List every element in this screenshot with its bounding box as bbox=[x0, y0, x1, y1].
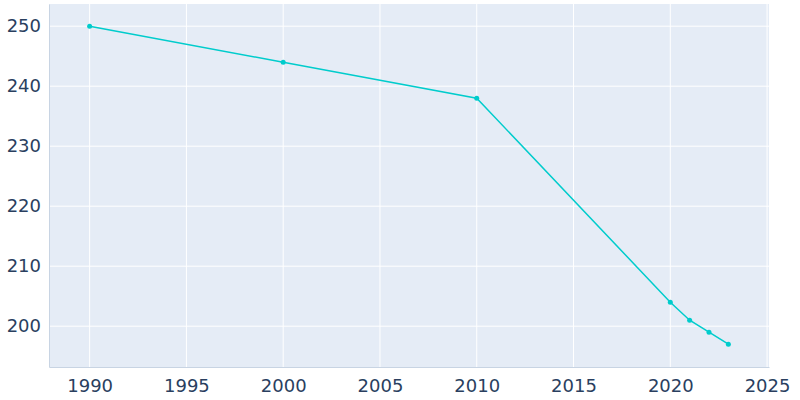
x-axis-tick: 1990 bbox=[67, 367, 113, 396]
grid-line-x bbox=[573, 4, 574, 367]
x-axis: 1990 1995 2000 2005 2010 2015 2020 2025 bbox=[50, 367, 791, 396]
point bbox=[687, 318, 692, 323]
y-axis-tick: 200 bbox=[7, 315, 49, 336]
x-axis-tick: 2005 bbox=[358, 367, 404, 396]
grid-line-x bbox=[379, 4, 380, 367]
y-axis-tick-label: 200 bbox=[7, 315, 41, 336]
grid-line-x bbox=[283, 4, 284, 367]
y-axis-tick: 230 bbox=[7, 135, 49, 156]
grid-line-y bbox=[49, 266, 769, 267]
plot-background bbox=[49, 4, 769, 367]
grid-line-y bbox=[49, 146, 769, 147]
y-axis-tick-label: 240 bbox=[7, 75, 41, 96]
plot: 1990 1995 2000 2005 2010 2015 2020 2025 200 210 22… bbox=[7, 4, 791, 396]
y-axis-tick-label: 220 bbox=[7, 195, 41, 216]
point bbox=[668, 300, 673, 305]
grid-line-x bbox=[89, 4, 90, 367]
x-axis-tick-label: 1995 bbox=[164, 375, 210, 396]
point bbox=[281, 60, 286, 65]
x-axis-tick: 1995 bbox=[164, 367, 210, 396]
y-axis-tick: 250 bbox=[7, 15, 49, 36]
grid-line-x bbox=[670, 4, 671, 367]
y-axis-tick: 210 bbox=[7, 255, 49, 276]
x-axis-tick: 2010 bbox=[454, 367, 500, 396]
point bbox=[707, 330, 712, 335]
grid bbox=[49, 4, 769, 367]
point bbox=[474, 96, 479, 101]
x-axis-line bbox=[50, 367, 770, 368]
x-axis-tick-label: 2025 bbox=[745, 375, 791, 396]
x-axis-tick: 2000 bbox=[261, 367, 307, 396]
y-axis-tick-label: 250 bbox=[7, 15, 41, 36]
x-axis-tick: 2015 bbox=[551, 367, 597, 396]
x-axis-tick-label: 2005 bbox=[358, 375, 404, 396]
grid-line-y bbox=[49, 26, 769, 27]
y-axis-tick: 240 bbox=[7, 75, 49, 96]
x-axis-tick-label: 2000 bbox=[261, 375, 307, 396]
point bbox=[87, 24, 92, 29]
grid-line-x bbox=[476, 4, 477, 367]
point bbox=[726, 342, 731, 347]
y-axis-tick: 220 bbox=[7, 195, 49, 216]
x-axis-tick: 2025 bbox=[745, 367, 791, 396]
grid-line-x bbox=[186, 4, 187, 367]
y-axis-tick-label: 230 bbox=[7, 135, 41, 156]
y-axis-line bbox=[49, 5, 50, 368]
grid-line-y bbox=[49, 326, 769, 327]
x-axis-tick-label: 2010 bbox=[454, 375, 500, 396]
y-axis-tick-label: 210 bbox=[7, 255, 41, 276]
x-axis-tick-label: 2020 bbox=[648, 375, 694, 396]
chart: 1990 1995 2000 2005 2010 2015 2020 2025 200 210 22… bbox=[0, 0, 800, 400]
y-axis: 200 210 220 230 240 250 bbox=[7, 5, 50, 368]
x-axis-tick-label: 2015 bbox=[551, 375, 597, 396]
line bbox=[90, 26, 729, 344]
x-axis-tick: 2020 bbox=[648, 367, 694, 396]
x-axis-tick-label: 1990 bbox=[67, 375, 113, 396]
grid-line-y bbox=[49, 206, 769, 207]
grid-line-x bbox=[767, 4, 768, 367]
series bbox=[87, 24, 731, 347]
